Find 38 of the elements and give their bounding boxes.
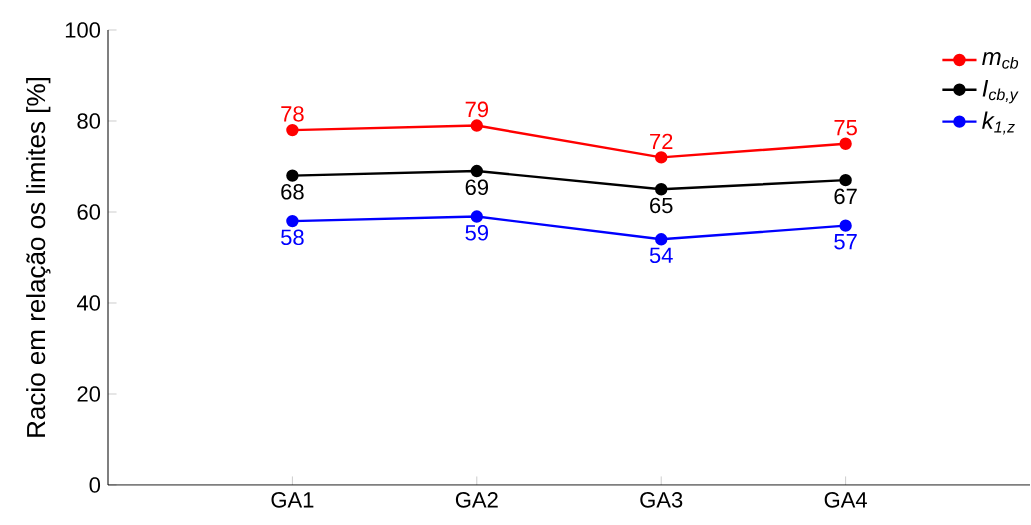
point	[655, 183, 668, 196]
legend-label: k$_{1,z}$	[982, 111, 1015, 135]
point	[470, 210, 483, 223]
x-tick-label: GA3	[640, 492, 683, 508]
data-label: 54	[649, 247, 673, 264]
point	[470, 119, 483, 132]
data-label: 65	[650, 197, 673, 214]
point	[470, 164, 483, 178]
data-label: 78	[281, 106, 304, 122]
data-label: 58	[281, 229, 304, 246]
x-tick-label: GA4	[824, 492, 867, 508]
y-tick-label: 80	[77, 113, 101, 129]
x-tick-label: GA1	[271, 492, 314, 508]
y-tick-label: 100	[65, 22, 101, 38]
data-label: 57	[834, 234, 857, 250]
legend-label: m$_{cb}$	[982, 52, 1019, 69]
point	[655, 151, 668, 164]
point	[655, 233, 668, 246]
point	[839, 173, 852, 187]
point	[839, 219, 852, 232]
x-tick-label: GA2	[455, 492, 498, 508]
y-axis-title: Racio em relação os limites [%]	[26, 78, 51, 437]
y-tick-label: 0	[89, 477, 101, 493]
legend-label: I$_{cb,y}$	[982, 79, 1019, 104]
data-label: 75	[834, 120, 857, 136]
data-label: 79	[465, 101, 488, 118]
point	[286, 169, 299, 182]
point	[286, 123, 299, 137]
y-tick-label: 60	[77, 204, 101, 220]
y-tick-label: 20	[77, 386, 101, 402]
data-label: 69	[465, 179, 488, 196]
data-label: 59	[465, 224, 488, 241]
point	[286, 214, 299, 228]
y-tick-label: 40	[76, 295, 101, 311]
data-label: 72	[650, 133, 673, 149]
point	[839, 137, 852, 150]
data-label: 68	[281, 184, 304, 200]
data-label: 67	[834, 188, 857, 205]
